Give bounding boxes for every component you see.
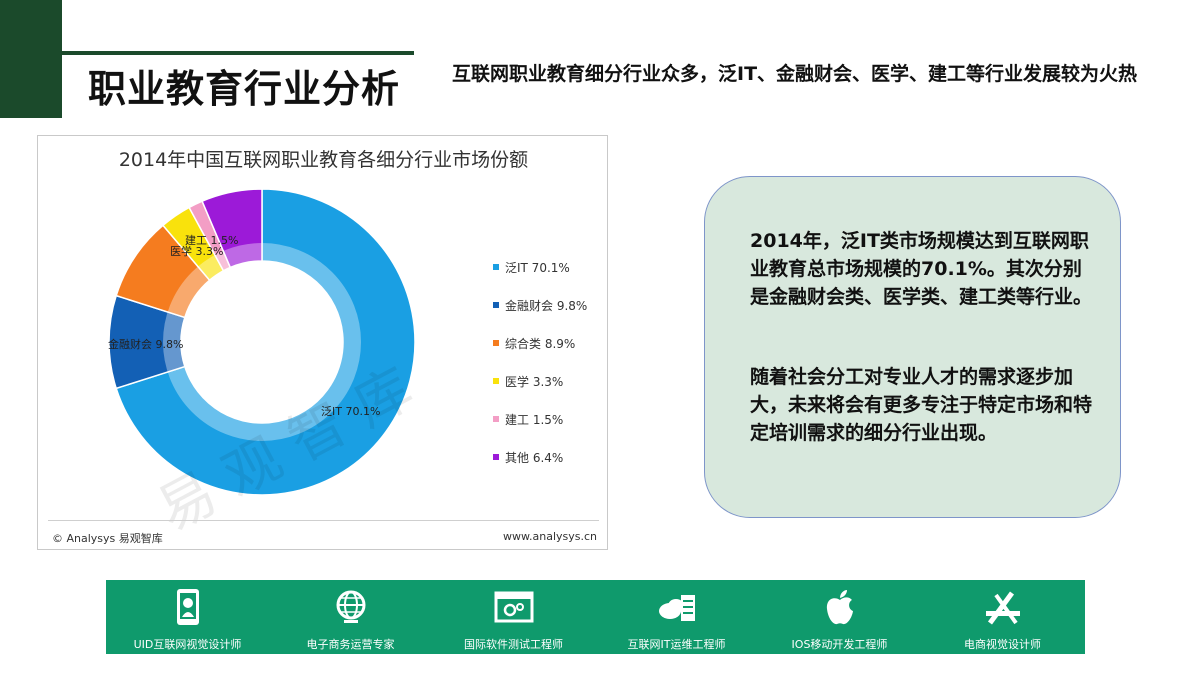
title-rule — [62, 51, 414, 55]
career-label: 电子商务运营专家 — [306, 638, 395, 651]
legend-label: 其他 6.4% — [505, 450, 564, 465]
info-paragraph-2: 随着社会分工对专业人才的需求逐步加大，未来将会有更多专注于特定市场和特定培训需求… — [750, 366, 1093, 444]
career-label: UID互联网视觉设计师 — [133, 638, 242, 651]
career-item-ecom-visual[interactable]: 电商视觉设计师 — [921, 580, 1084, 654]
apple-icon — [826, 590, 853, 625]
info-paragraph-1: 2014年，泛IT类市场规模达到互联网职业教育总市场规模的70.1%。其次分别是… — [750, 230, 1093, 308]
legend-swatch — [493, 416, 499, 422]
career-item-uid[interactable]: UID互联网视觉设计师 — [106, 580, 269, 654]
slice-label-0: 泛IT 70.1% — [321, 405, 380, 418]
legend-swatch — [493, 264, 499, 270]
donut-chart: 泛IT 70.1% 金融财会 9.8% 医学 3.3%建工 1.5% — [108, 188, 416, 496]
info-callout: 2014年，泛IT类市场规模达到互联网职业教育总市场规模的70.1%。其次分别是… — [704, 176, 1121, 518]
cloud-server-icon — [659, 595, 695, 621]
page-subtitle: 互联网职业教育细分行业众多，泛IT、金融财会、医学、建工等行业发展较为火热 — [452, 63, 1138, 85]
page-title: 职业教育行业分析 — [88, 67, 401, 111]
legend-label: 建工 1.5% — [505, 412, 564, 427]
legend-item: 综合类 8.9% — [493, 324, 587, 362]
career-item-ios[interactable]: IOS移动开发工程师 — [758, 580, 921, 654]
donut-slice-5 — [201, 188, 263, 269]
career-label: 电商视觉设计师 — [964, 638, 1041, 651]
globe-icon — [336, 590, 366, 623]
chart-legend: 泛IT 70.1% 金融财会 9.8% 综合类 8.9% 医学 3.3% 建工 1.5%… — [493, 248, 587, 476]
legend-swatch — [493, 454, 499, 460]
donut-inner-ring — [163, 243, 361, 441]
settings-window-icon — [494, 591, 534, 623]
chart-site: www.analysys.cn — [503, 530, 597, 543]
chart-frame: 2014年中国互联网职业教育各细分行业市场份额 泛IT 70.1% 金融财会 9.… — [37, 135, 608, 550]
legend-label: 医学 3.3% — [505, 374, 564, 389]
legend-item: 其他 6.4% — [493, 438, 587, 476]
slice-label-1: 金融财会 9.8% — [108, 337, 183, 351]
legend-item: 泛IT 70.1% — [493, 248, 587, 286]
career-label: 国际软件测试工程师 — [464, 638, 563, 651]
career-item-ecommerce[interactable]: 电子商务运营专家 — [269, 580, 432, 654]
legend-swatch — [493, 378, 499, 384]
legend-label: 综合类 8.9% — [505, 336, 576, 351]
design-tools-icon — [986, 591, 1020, 625]
chart-footer-divider — [48, 520, 599, 521]
corner-accent-block — [0, 0, 62, 118]
legend-swatch — [493, 340, 499, 346]
legend-label: 金融财会 9.8% — [505, 298, 588, 313]
donut-slice-0 — [115, 188, 416, 496]
legend-item: 建工 1.5% — [493, 400, 587, 438]
career-item-software-test[interactable]: 国际软件测试工程师 — [432, 580, 595, 654]
design-tablet-icon — [177, 589, 199, 625]
career-bar: UID互联网视觉设计师 电子商务运营专家 国际软件测试工程师 — [106, 580, 1085, 654]
legend-label: 泛IT 70.1% — [505, 260, 570, 275]
legend-swatch — [493, 302, 499, 308]
chart-title: 2014年中国互联网职业教育各细分行业市场份额 — [118, 149, 529, 171]
slice-label-3: 医学 3.3% — [170, 244, 223, 258]
career-label: IOS移动开发工程师 — [791, 638, 888, 651]
career-item-it-ops[interactable]: 互联网IT运维工程师 — [595, 580, 758, 654]
legend-item: 医学 3.3% — [493, 362, 587, 400]
chart-source: © Analysys 易观智库 — [52, 532, 163, 545]
slice-label-4: 建工 1.5% — [185, 233, 238, 247]
legend-item: 金融财会 9.8% — [493, 286, 587, 324]
career-label: 互联网IT运维工程师 — [627, 638, 726, 651]
